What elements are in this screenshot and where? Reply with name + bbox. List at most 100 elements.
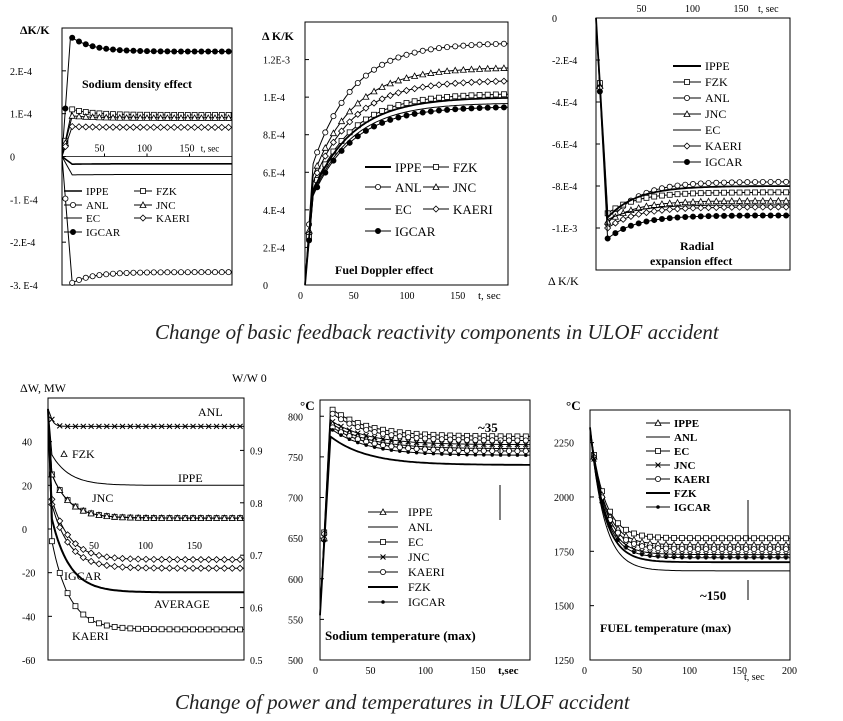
series-igcar-marker: [225, 48, 232, 55]
series-kaeri-marker: [447, 447, 454, 454]
series-anl-marker: [198, 423, 204, 430]
series-kaeri-marker: [687, 546, 694, 553]
series-anl-marker: [158, 423, 165, 430]
series-jnc-marker: [156, 114, 165, 121]
series-anl-marker: [211, 269, 218, 276]
legend-label-ippe: IPPE: [705, 59, 730, 73]
series-jnc-marker: [143, 114, 151, 121]
series-kaeri-marker: [615, 529, 622, 536]
legend-box-radial: [660, 56, 780, 176]
series-anl-marker: [56, 423, 63, 429]
series-kaeri-marker: [82, 123, 90, 131]
series-fzk-marker: [705, 190, 712, 196]
series-kaeri-marker: [225, 123, 233, 131]
series-anl-marker: [468, 42, 475, 49]
ytick-sodium-temperature: 700: [288, 494, 303, 505]
series-fzk: [319, 434, 530, 616]
series-jnc-marker: [712, 197, 720, 205]
legend-marker: [70, 201, 77, 208]
series-anl-marker: [705, 180, 712, 187]
series-kaeri-marker: [68, 122, 76, 131]
series-anl-marker: [213, 423, 220, 430]
ytick-fuel-doppler: 8.E-4: [263, 131, 285, 142]
series-jnc-marker: [63, 496, 72, 504]
series-igcar-marker: [356, 440, 360, 445]
series-kaeri-marker: [650, 207, 658, 215]
series-anl-marker: [322, 129, 329, 136]
series-anl-marker: [174, 423, 181, 430]
legend-label-fzk: FZK: [674, 488, 697, 500]
series-igcar-marker: [705, 213, 712, 220]
series-anl-marker: [221, 423, 228, 430]
series-jnc-marker: [87, 509, 95, 517]
series-kaeri-marker: [56, 569, 63, 576]
series-ec-marker: [695, 535, 701, 542]
series-jnc-marker: [378, 83, 386, 90]
series-igcar-marker: [767, 212, 774, 219]
ytick-sodium-temperature: 550: [288, 615, 303, 626]
series-anl-marker: [329, 410, 336, 417]
series-jnc-marker: [362, 92, 370, 100]
series-igcar-marker: [515, 453, 520, 457]
series-anl-marker: [205, 269, 212, 276]
series-anl-marker: [150, 269, 157, 276]
series-jnc-marker: [464, 441, 470, 447]
legend-box-fuel-doppler: [360, 160, 500, 242]
series-jnc-marker: [190, 114, 199, 121]
series-label-anl: ANL: [198, 405, 223, 419]
series-igcar-marker: [648, 554, 652, 558]
series-anl-marker: [497, 437, 504, 444]
series-jnc-marker: [743, 197, 751, 204]
series-kaeri-marker: [695, 546, 702, 553]
series-anl-marker: [191, 269, 198, 276]
legend-marker: [432, 183, 440, 190]
series-fzk: [589, 427, 790, 564]
legend-marker: [655, 448, 661, 454]
series-igcar-marker: [728, 556, 732, 560]
xlabel-fuel-doppler: t, sec: [478, 290, 501, 302]
series-ec-marker: [783, 535, 789, 542]
legend-label-igcar: IGCAR: [674, 502, 712, 514]
series-jnc-marker: [129, 113, 138, 121]
series-label-average: AVERAGE: [154, 597, 210, 611]
series-fzk-marker: [666, 191, 673, 198]
series-jnc-marker: [110, 513, 119, 520]
series-anl-marker: [69, 279, 76, 286]
series-anl-marker: [346, 88, 353, 95]
series-jnc-marker: [759, 551, 765, 558]
series-fzk-marker: [411, 98, 418, 105]
series-igcar-marker: [236, 564, 244, 572]
series-jnc-marker: [783, 551, 789, 558]
series-jnc-marker: [165, 514, 174, 521]
legend-marker: [655, 475, 662, 482]
series-fzk-marker: [403, 100, 410, 106]
series-ec-marker: [64, 531, 72, 539]
caption-bottom: Change of power and temperatures in ULOF…: [175, 690, 630, 714]
series-kaeri-marker: [666, 205, 674, 214]
series-kaeri-marker: [158, 626, 165, 633]
series-ec-marker: [189, 555, 197, 564]
series-kaeri-marker: [427, 82, 435, 90]
series-igcar-marker: [423, 451, 427, 456]
series-kaeri-marker: [751, 546, 758, 553]
legend-marker: [683, 110, 691, 117]
series-igcar-marker: [736, 556, 740, 560]
series-igcar-marker: [403, 112, 410, 119]
series-ec-marker: [71, 540, 80, 548]
series-fzk-marker: [492, 91, 499, 98]
ytick-sodium-temperature: 500: [288, 656, 303, 667]
series-anl-marker: [522, 437, 529, 444]
series-ec-marker: [79, 545, 87, 553]
series-igcar-marker: [720, 556, 724, 560]
series-jnc-marker: [704, 197, 713, 205]
series-kaeri-marker: [166, 626, 173, 633]
series-anl-marker: [775, 178, 782, 185]
legend-marker: [70, 228, 77, 235]
series-ec-marker: [95, 551, 103, 559]
series-kaeri-marker: [476, 78, 484, 86]
series-kaeri-marker: [174, 626, 181, 633]
series-igcar-marker: [680, 555, 684, 560]
series-anl-marker: [150, 423, 157, 430]
series-anl-marker: [177, 269, 184, 276]
series-kaeri-marker: [379, 442, 386, 449]
